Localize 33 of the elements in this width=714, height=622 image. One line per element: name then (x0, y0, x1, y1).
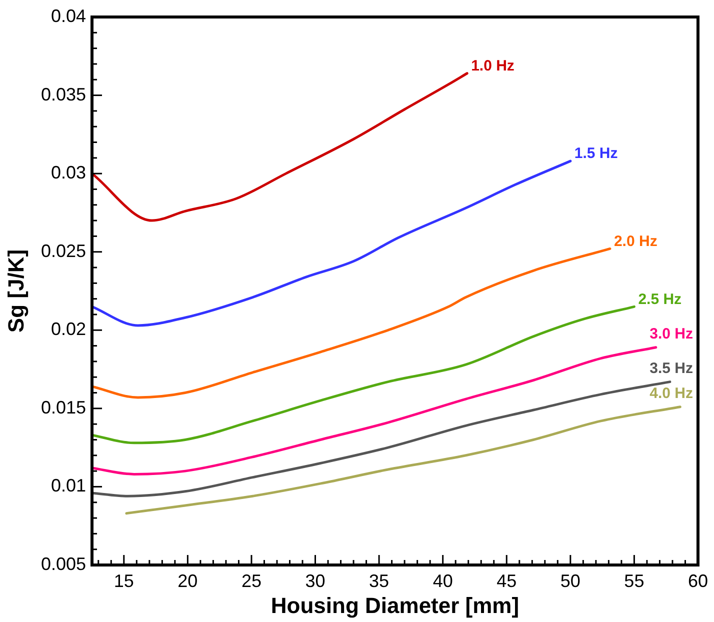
x-tick-label: 60 (688, 570, 708, 591)
y-tick-label: 0.015 (40, 397, 86, 418)
y-tick-label: 0.02 (50, 319, 86, 340)
line-series (92, 72, 468, 222)
y-tick-label: 0.035 (40, 84, 86, 104)
x-tick-label: 30 (305, 570, 326, 591)
series-label: 2.5 Hz (638, 290, 682, 308)
y-axis-title: Sg [J/K] (3, 249, 28, 333)
line-series (92, 305, 636, 444)
x-tick-label: 20 (178, 570, 198, 591)
x-tick-label: 55 (624, 570, 644, 591)
y-tick-label: 0.04 (50, 6, 86, 26)
series-label: 2.0 Hz (614, 232, 658, 250)
line-series (125, 406, 682, 515)
y-tick-label: 0.025 (40, 240, 86, 261)
line-series (92, 380, 672, 498)
y-tick-label: 0.005 (40, 554, 86, 574)
y-tick-label: 0.03 (50, 162, 86, 183)
line-series (92, 247, 612, 399)
x-tick-label: 35 (369, 570, 390, 591)
line-series (92, 160, 572, 327)
x-tick-label: 50 (560, 570, 580, 591)
series-label: 4.0 Hz (650, 385, 693, 402)
x-tick-label: 15 (114, 570, 134, 591)
series-label: 1.5 Hz (574, 145, 618, 162)
x-tick-label: 45 (496, 570, 517, 591)
series-label: 1.0 Hz (471, 58, 514, 75)
y-tick-label: 0.01 (50, 476, 86, 496)
x-tick-label: 25 (241, 570, 262, 591)
x-tick-label: 40 (432, 570, 453, 591)
series-label: 3.5 Hz (650, 360, 693, 377)
series-label: 3.0 Hz (650, 326, 693, 343)
x-axis-title: Housing Diameter [mm] (270, 592, 520, 618)
